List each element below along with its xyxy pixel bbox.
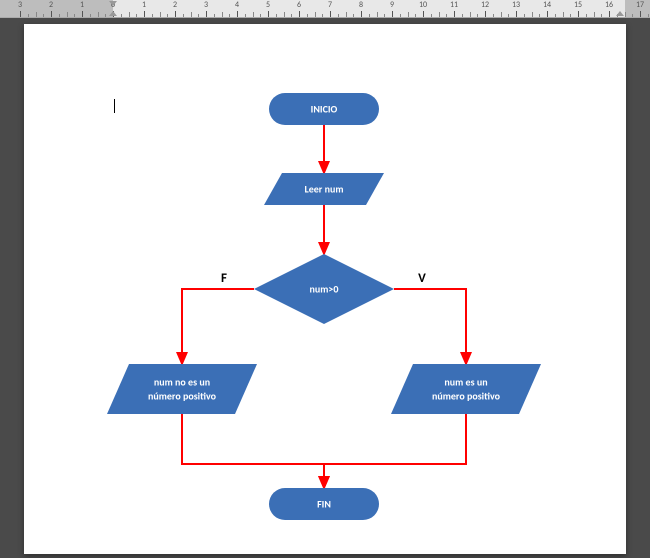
node-false[interactable]: num no es unnúmero positivo — [107, 364, 257, 414]
node-label-line1: num es un — [444, 375, 487, 388]
node-label: Leer num — [305, 182, 344, 195]
flow-arrow — [182, 289, 254, 364]
node-start[interactable]: INICIO — [269, 93, 379, 125]
hanging-indent-marker[interactable] — [109, 11, 117, 16]
node-label-line1: num no es un — [154, 375, 210, 388]
edge-label-v: V — [418, 271, 426, 286]
node-decide[interactable]: num>0 — [254, 254, 394, 324]
horizontal-ruler: 32101234567891011121314151617 — [0, 0, 650, 18]
node-read[interactable]: Leer num — [264, 173, 384, 205]
node-label-line2: número positivo — [148, 389, 217, 402]
flow-arrow — [394, 289, 466, 364]
flow-arrow — [324, 414, 466, 488]
node-label-line2: número positivo — [432, 389, 501, 402]
node-true[interactable]: num es unnúmero positivo — [391, 364, 541, 414]
node-end[interactable]: FIN — [269, 488, 379, 520]
node-label: INICIO — [311, 102, 338, 115]
edge-label-f: F — [221, 271, 227, 286]
flowchart-canvas: FV INICIOLeer numnum>0num no es unnúmero… — [24, 24, 626, 554]
node-label: num>0 — [310, 282, 339, 295]
document-page: FV INICIOLeer numnum>0num no es unnúmero… — [24, 24, 626, 554]
right-indent-marker[interactable] — [616, 11, 624, 16]
flow-arrow — [182, 414, 324, 488]
first-line-indent-marker[interactable] — [109, 1, 117, 6]
node-label: FIN — [317, 497, 331, 510]
